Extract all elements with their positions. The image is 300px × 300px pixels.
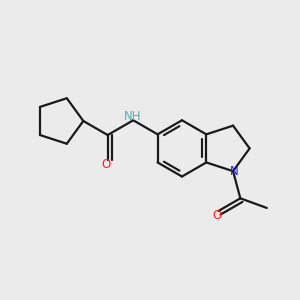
Text: O: O <box>212 209 221 222</box>
Text: N: N <box>230 165 238 178</box>
Text: O: O <box>101 158 111 171</box>
Text: NH: NH <box>124 110 141 123</box>
